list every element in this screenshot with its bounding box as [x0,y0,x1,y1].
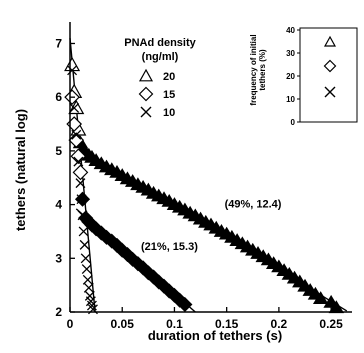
legend-title: PNAd density [124,37,196,49]
y-tick-label: 4 [55,198,62,212]
inset-y-tick-label: 0 [291,118,296,127]
data-point [71,129,82,140]
legend-label-10: 10 [163,107,175,119]
legend-marker-x [140,106,152,118]
series-diamond [64,89,193,313]
data-point [73,156,84,167]
y-axis-label: tethers (natural log) [13,109,28,231]
inset-y-tick-label: 40 [286,26,295,35]
data-point [72,164,89,181]
x-tick-label: 0.1 [166,317,183,331]
legend-marker-triangle [138,68,154,82]
inset-axis: 0 10 20 30 40 [286,26,300,127]
data-point [67,65,78,76]
data-point [77,210,88,221]
legend-markers [138,68,154,118]
data-point [64,56,81,72]
x-tick-label: 0.2 [271,317,288,331]
y-tick-label: 5 [55,144,62,158]
data-point [70,148,87,165]
tick-labels: 0 0.05 0.1 0.15 0.2 0.25 2 3 4 5 6 7 [55,36,343,331]
data-point [83,282,94,293]
data-points [64,56,345,315]
axes [69,22,352,313]
data-point [75,178,86,189]
x-tick-label: 0.05 [111,317,135,331]
data-point [78,226,89,237]
legend: PNAd density (ng/ml) 20 15 10 [124,37,196,119]
data-point [76,194,87,205]
inset-y-tick-label: 10 [286,95,295,104]
annotation-20: (49%, 12.4) [225,198,282,210]
data-point [79,239,90,250]
x-tick-label: 0 [67,317,74,331]
data-point [81,264,92,274]
y-tick-label: 7 [55,36,62,50]
legend-marker-diamond [138,86,154,102]
legend-label-15: 15 [163,89,175,101]
inset-y-label-line1: frequency of initial [249,34,258,105]
inset-y-label-line2: tethers (%) [258,49,267,91]
x-tick-label: 0.25 [319,317,343,331]
inset-marker-diamond [323,59,337,73]
inset-y-tick-label: 20 [286,72,295,81]
x-axis-label: duration of tethers (s) [148,328,282,343]
data-point [312,291,329,304]
data-point [82,274,93,285]
annotation-15: (21%, 15.3) [141,241,198,253]
data-point [74,191,91,207]
legend-label-20: 20 [163,71,175,83]
annotations: (49%, 12.4) (21%, 15.3) [141,198,282,253]
data-point [86,300,97,311]
data-point [69,102,80,113]
y-tick-label: 3 [55,251,62,265]
y-tick-label: 2 [55,305,62,319]
inset-marker-x [324,86,336,98]
data-point [80,253,91,264]
x-tick-label: 0.15 [215,317,239,331]
inset-legend-markers [323,35,337,98]
series-x [67,65,98,315]
legend-title-unit: (ng/ml) [142,51,179,63]
data-point [68,132,85,148]
y-tick-label: 6 [55,90,62,104]
inset-marker-triangle [323,35,337,47]
inset-chart: 0 10 20 30 40 frequency of initial tethers (… [249,26,358,127]
inset-y-tick-label: 30 [286,49,295,58]
